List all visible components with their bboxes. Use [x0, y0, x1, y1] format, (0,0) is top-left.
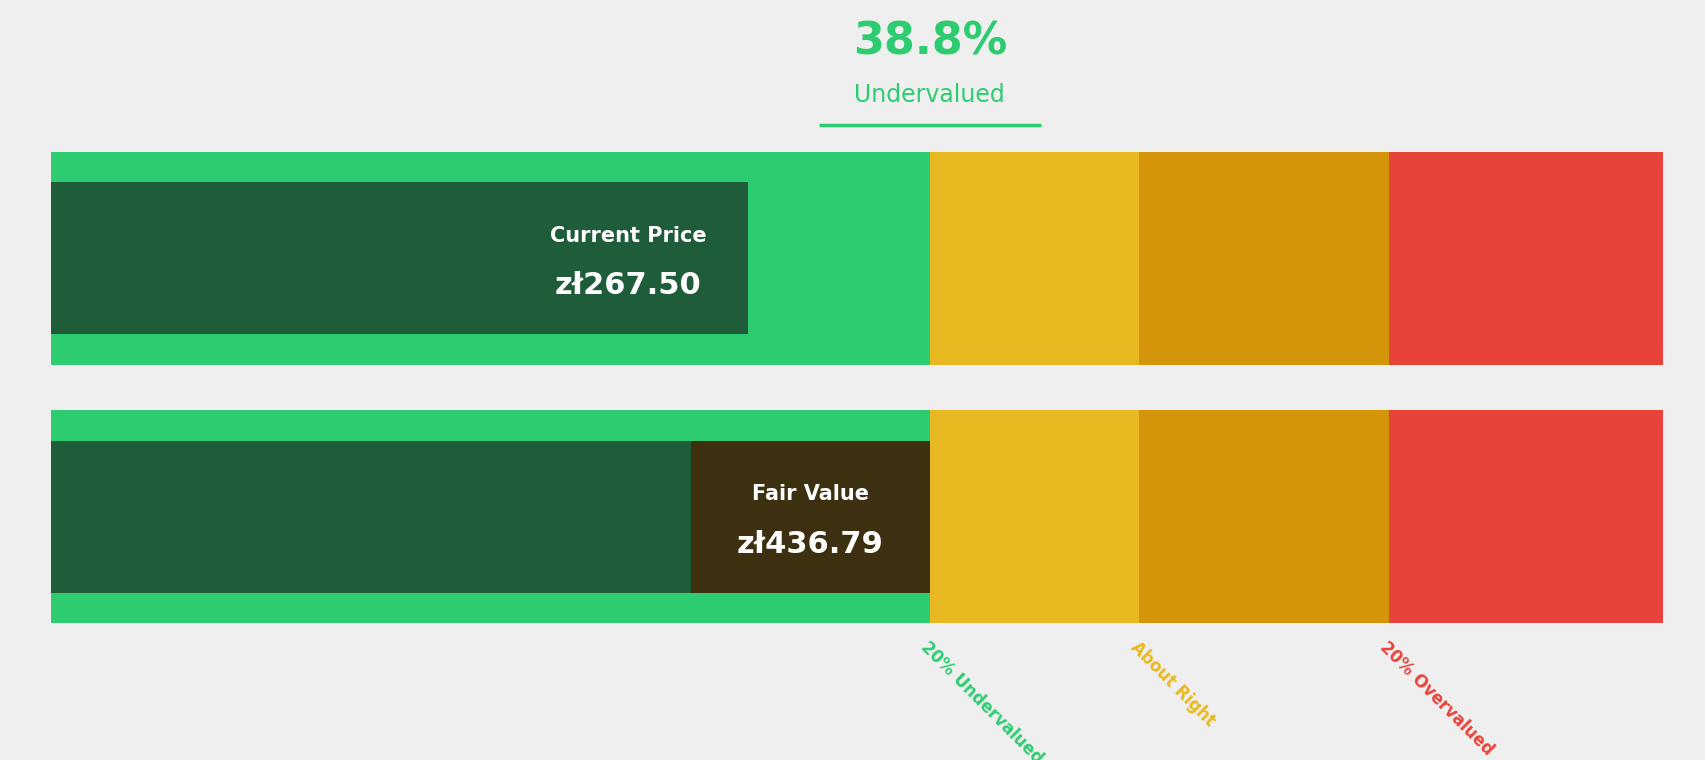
Bar: [51, 441, 929, 593]
Bar: [1388, 410, 1662, 623]
Text: 38.8%: 38.8%: [852, 21, 1006, 63]
Bar: [1139, 410, 1388, 623]
Text: Current Price: Current Price: [549, 226, 706, 245]
Bar: [51, 410, 929, 623]
Bar: [1388, 152, 1662, 365]
Text: 20% Undervalued: 20% Undervalued: [917, 638, 1045, 760]
Text: Undervalued: Undervalued: [854, 83, 1004, 107]
Text: Fair Value: Fair Value: [752, 484, 868, 504]
Bar: [929, 152, 1139, 365]
Text: zł267.50: zł267.50: [554, 271, 701, 300]
Text: 20% Overvalued: 20% Overvalued: [1376, 638, 1497, 759]
Bar: [929, 410, 1139, 623]
Text: zł436.79: zł436.79: [737, 530, 883, 559]
Bar: [51, 152, 929, 365]
Bar: [1139, 152, 1388, 365]
Bar: [691, 441, 929, 593]
Bar: [51, 182, 747, 334]
Text: About Right: About Right: [1125, 638, 1217, 730]
